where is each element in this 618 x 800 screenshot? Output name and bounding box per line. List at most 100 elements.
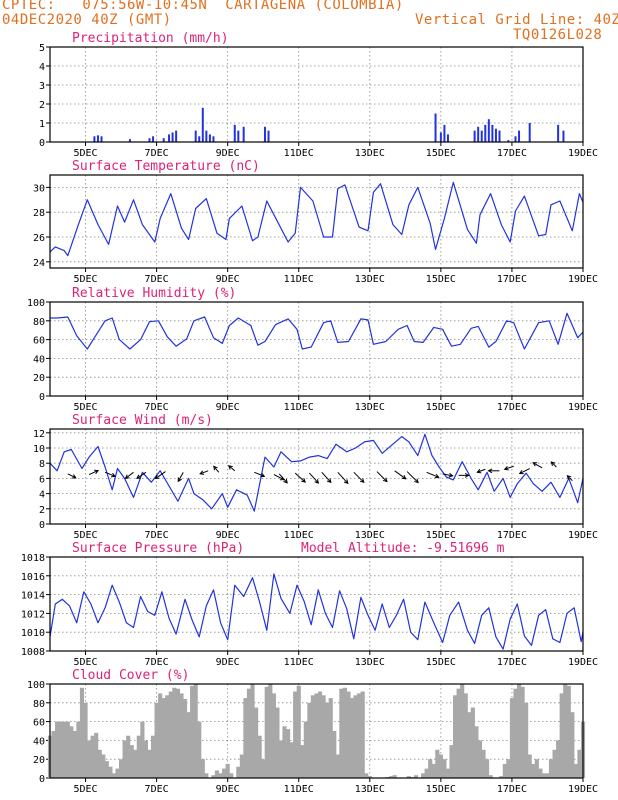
cloud-bar bbox=[197, 721, 202, 778]
x-tick-label: 9DEC bbox=[216, 402, 240, 413]
wind-arrowhead bbox=[414, 478, 419, 484]
panel-title: Cloud Cover (%) bbox=[72, 668, 189, 683]
y-tick-label: 12 bbox=[33, 429, 45, 440]
x-tick-label: 5DEC bbox=[73, 402, 97, 413]
cloud-bar bbox=[389, 776, 394, 778]
cloud-bar bbox=[524, 702, 529, 778]
x-tick-label: 9DEC bbox=[216, 148, 240, 159]
header-model-code: TQ0126L028 bbox=[513, 27, 603, 43]
wind-vector bbox=[519, 468, 530, 474]
wind-arrowhead bbox=[326, 478, 332, 484]
cloud-bar bbox=[428, 759, 433, 778]
x-tick-label: 7DEC bbox=[145, 657, 169, 668]
cloud-bar bbox=[413, 775, 419, 778]
cloud-bar bbox=[285, 729, 291, 778]
wind-vector bbox=[477, 468, 486, 473]
precip-bar bbox=[171, 132, 174, 142]
x-tick-label: 15DEC bbox=[426, 784, 456, 795]
series-line bbox=[49, 573, 584, 650]
cloud-bar bbox=[513, 688, 518, 778]
wind-arrowhead bbox=[94, 469, 100, 475]
wind-arrowhead bbox=[343, 479, 349, 485]
cloud-bar bbox=[335, 754, 340, 778]
cloud-bar bbox=[150, 735, 156, 778]
cloud-bar bbox=[339, 688, 344, 778]
cloud-bar bbox=[239, 754, 244, 778]
wind-vector bbox=[353, 471, 365, 483]
wind-vector bbox=[321, 471, 332, 483]
cloud-bar bbox=[182, 699, 188, 778]
x-tick-label: 17DEC bbox=[497, 402, 527, 413]
cloud-bar bbox=[55, 721, 60, 778]
wind-vector bbox=[228, 465, 236, 472]
precip-bar bbox=[439, 132, 442, 142]
x-tick-label: 5DEC bbox=[73, 784, 97, 795]
wind-arrowhead bbox=[503, 465, 509, 471]
cloud-bar bbox=[51, 731, 56, 778]
x-tick-label: 19DEC bbox=[568, 530, 598, 541]
cloud-bar bbox=[268, 684, 273, 778]
cloud-bar bbox=[559, 693, 564, 778]
panel-3: 0 20 40 60 80 100 5DEC 7DEC 9DEC 11DEC 13DEC 15DEC 1… bbox=[27, 286, 598, 413]
wind-vector bbox=[376, 471, 388, 482]
x-tick-label: 17DEC bbox=[497, 657, 527, 668]
series-line bbox=[50, 312, 584, 350]
x-tick-label: 19DEC bbox=[568, 402, 598, 413]
cloud-bar bbox=[435, 749, 440, 778]
y-tick-label: 40 bbox=[33, 736, 45, 747]
panel-6: 0 20 40 60 80 100 5DEC 7DEC 9DEC 11DEC 13DEC 15DEC 1… bbox=[27, 668, 598, 795]
cloud-bar bbox=[111, 773, 117, 778]
wind-vector bbox=[504, 465, 514, 470]
y-tick-label: 8 bbox=[39, 459, 45, 470]
wind-arrowhead bbox=[260, 472, 266, 478]
precip-bar bbox=[514, 136, 517, 142]
precip-bar bbox=[477, 126, 480, 142]
wind-vector bbox=[213, 465, 220, 473]
y-tick-label: 80 bbox=[33, 699, 45, 710]
x-tick-label: 7DEC bbox=[145, 148, 169, 159]
precip-bar bbox=[491, 124, 494, 142]
x-tick-label: 5DEC bbox=[73, 657, 97, 668]
cloud-bar bbox=[275, 707, 280, 778]
y-tick-label: 60 bbox=[33, 718, 45, 729]
y-tick-label: 30 bbox=[33, 183, 45, 194]
x-tick-label: 13DEC bbox=[355, 148, 385, 159]
wind-arrowhead bbox=[518, 469, 524, 475]
cloud-bar bbox=[307, 702, 312, 778]
cloud-bar bbox=[69, 726, 74, 778]
wind-arrowhead bbox=[213, 465, 218, 471]
y-tick-label: 4 bbox=[39, 490, 45, 501]
cloud-bar bbox=[453, 695, 458, 778]
cloud-bar bbox=[456, 688, 461, 778]
cloud-bar bbox=[392, 775, 397, 778]
precip-bar bbox=[198, 136, 201, 142]
cloud-bar bbox=[328, 698, 333, 778]
precip-bar bbox=[168, 134, 171, 142]
panel-frame bbox=[49, 556, 584, 652]
precip-bar bbox=[446, 134, 449, 142]
x-tick-label: 13DEC bbox=[355, 657, 385, 668]
wind-vector bbox=[273, 474, 285, 481]
cloud-bar bbox=[481, 749, 486, 778]
cloud-bar bbox=[193, 684, 198, 778]
cloud-bar bbox=[101, 754, 106, 778]
precip-bar bbox=[100, 136, 103, 142]
y-tick-label: 1012 bbox=[21, 609, 45, 620]
wind-arrowhead bbox=[434, 473, 440, 479]
x-tick-label: 15DEC bbox=[426, 148, 456, 159]
x-tick-label: 19DEC bbox=[568, 148, 598, 159]
cloud-bar bbox=[108, 766, 113, 778]
cloud-bar bbox=[236, 766, 241, 778]
panel-title: Surface Temperature (nC) bbox=[72, 159, 260, 174]
precip-bar bbox=[128, 139, 131, 142]
cloud-bar bbox=[250, 684, 255, 778]
cloud-bar bbox=[83, 702, 88, 778]
cloud-bar bbox=[317, 691, 323, 778]
y-tick-label: 20 bbox=[33, 373, 45, 384]
cloud-bar bbox=[218, 773, 223, 778]
cloud-bar bbox=[474, 726, 479, 778]
header-location: CPTEC: 075:56W-10:45N CARTAGENA (COLOMBI… bbox=[2, 0, 404, 13]
y-tick-label: 5 bbox=[39, 43, 45, 54]
panel-2: 24 26 28 30 5DEC 7DEC 9DEC 11DEC 13DEC 15DEC 17DEC… bbox=[33, 159, 598, 285]
wind-vector bbox=[104, 471, 116, 477]
